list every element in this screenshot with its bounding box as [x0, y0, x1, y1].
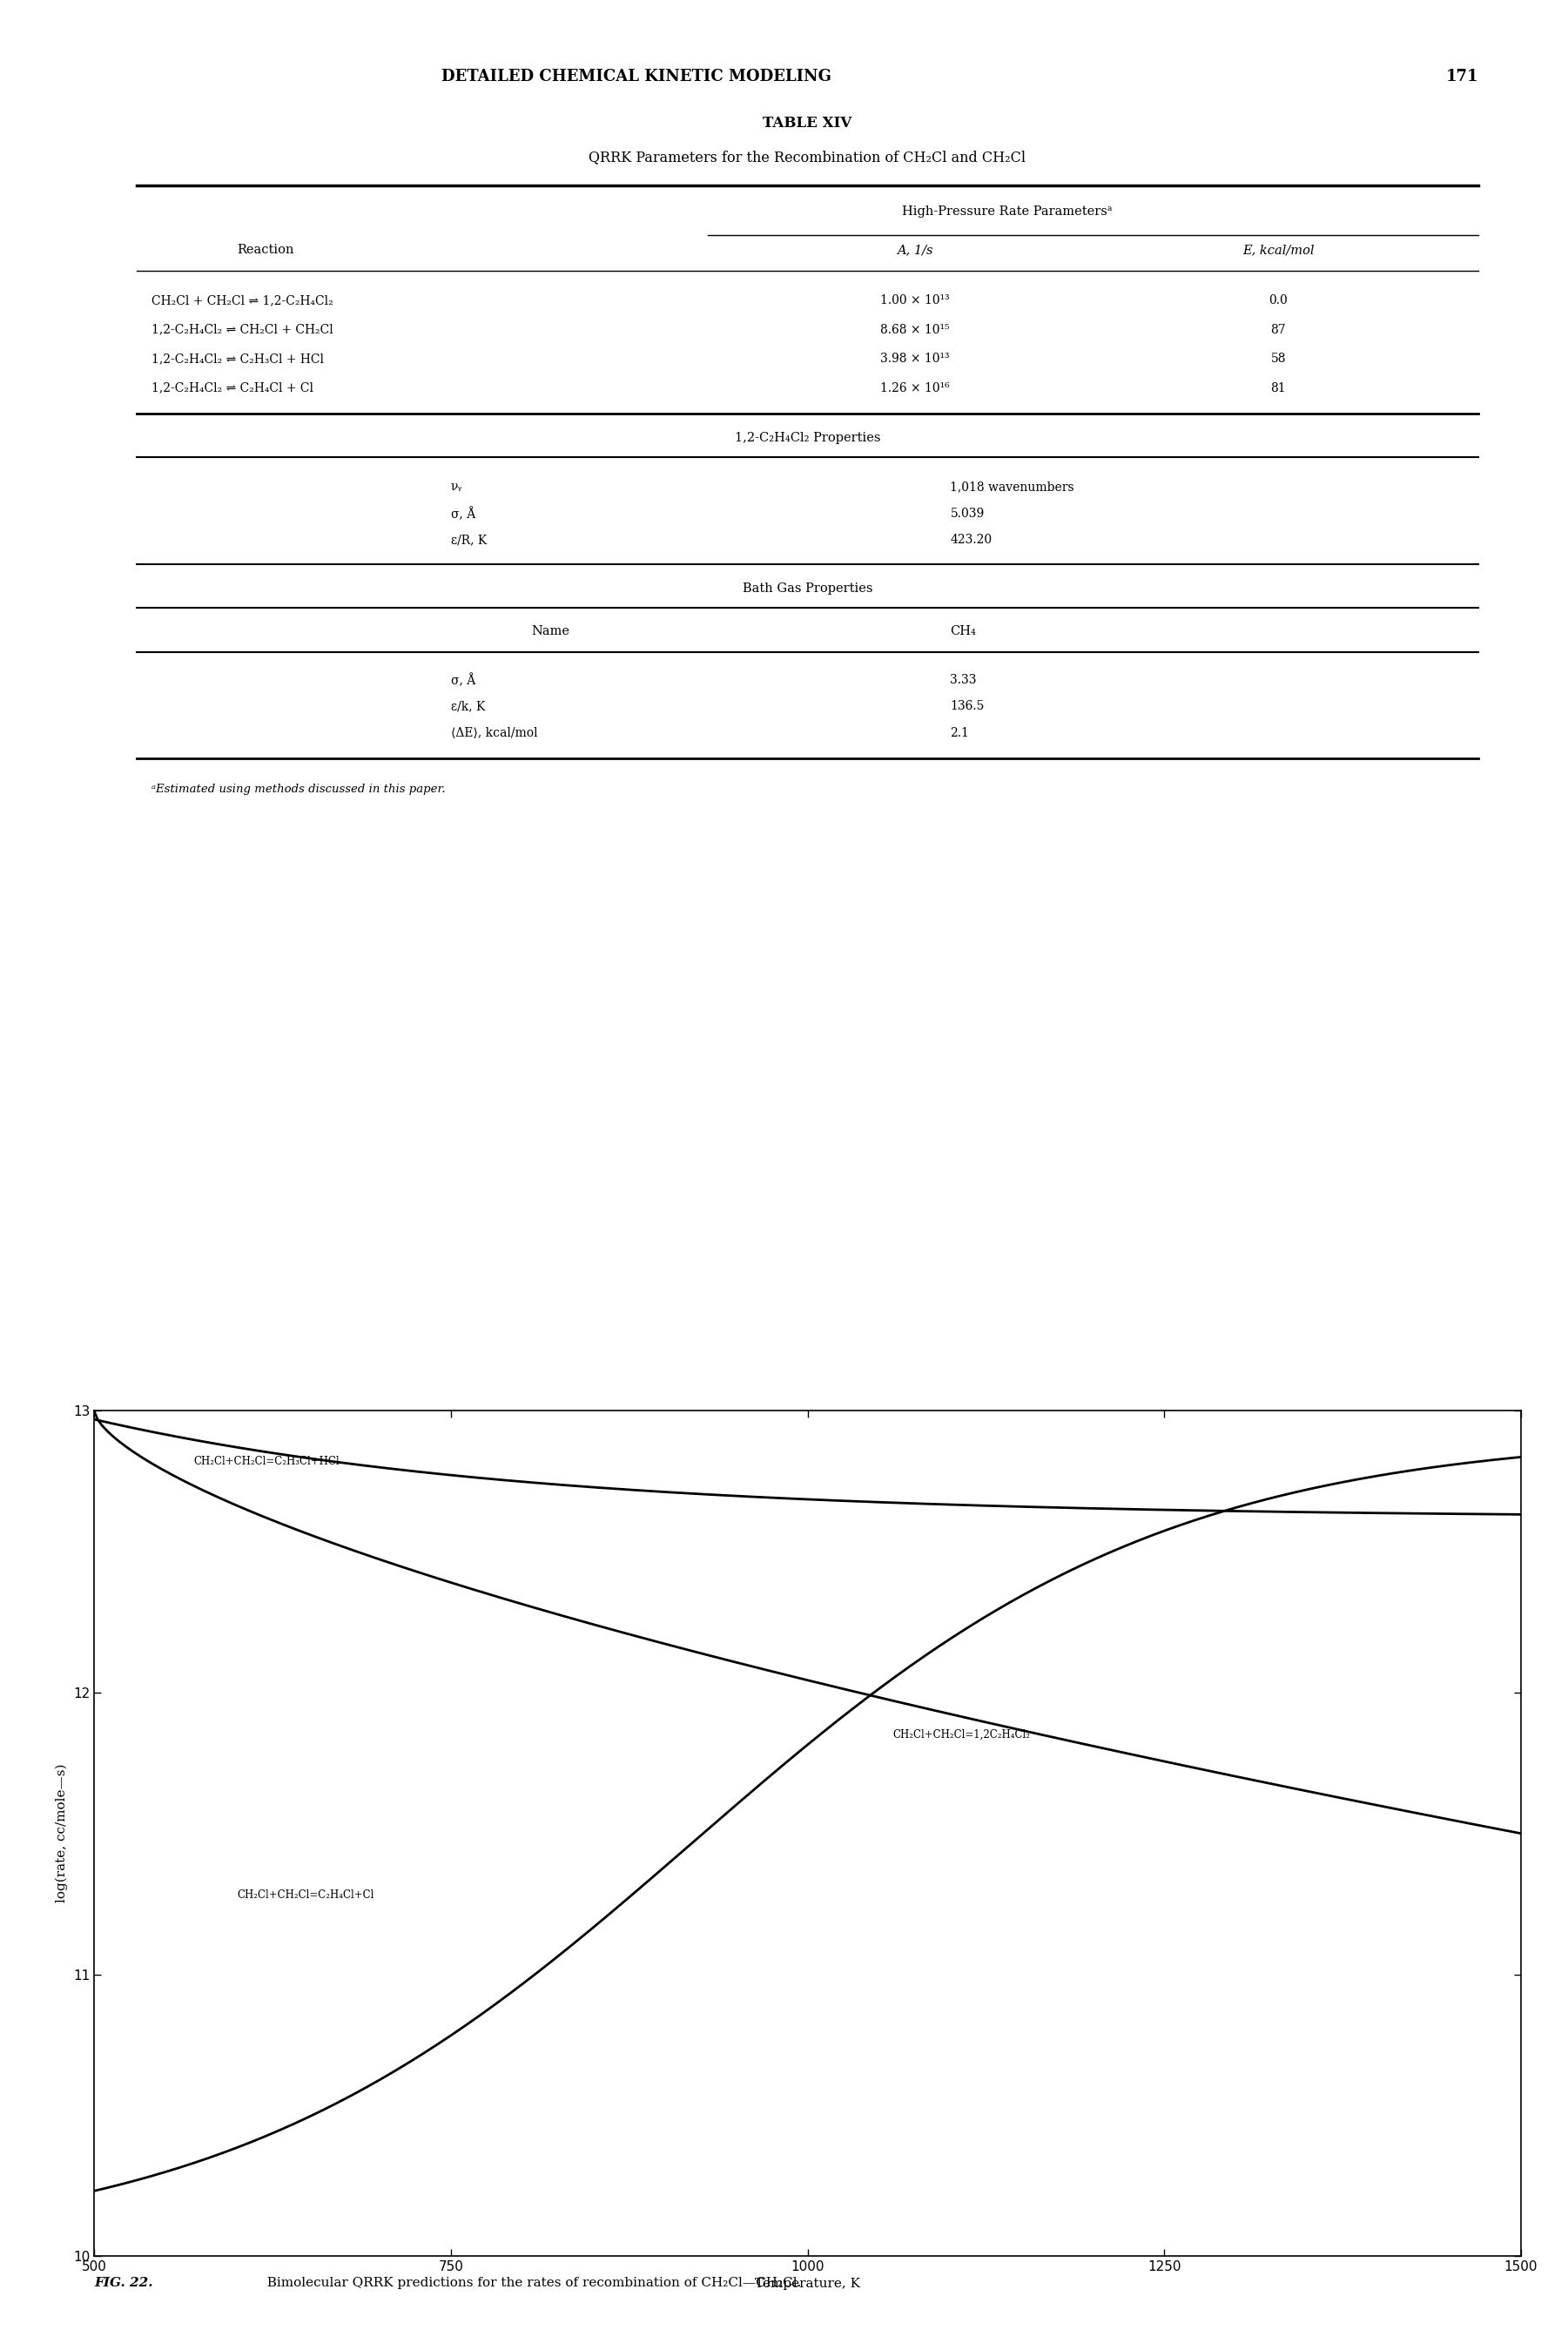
Text: 1,2-C₂H₄Cl₂ ⇌ C₂H₃Cl + HCl: 1,2-C₂H₄Cl₂ ⇌ C₂H₃Cl + HCl: [151, 352, 323, 364]
Text: ε/k, K: ε/k, K: [452, 700, 485, 712]
Text: A, 1/s: A, 1/s: [897, 244, 933, 256]
Text: High-Pressure Rate Parametersᵃ: High-Pressure Rate Parametersᵃ: [902, 207, 1112, 219]
Text: 1,2-C₂H₄Cl₂ ⇌ C₂H₄Cl + Cl: 1,2-C₂H₄Cl₂ ⇌ C₂H₄Cl + Cl: [151, 383, 314, 395]
Text: FIG. 22.: FIG. 22.: [94, 2277, 152, 2289]
Text: 423.20: 423.20: [950, 533, 993, 545]
Text: 58: 58: [1270, 352, 1286, 364]
Text: CH₂Cl+CH₂Cl=1,2C₂H₄Cl₂: CH₂Cl+CH₂Cl=1,2C₂H₄Cl₂: [894, 1730, 1030, 1741]
Text: ε/R, K: ε/R, K: [452, 533, 486, 545]
Text: σ, Å: σ, Å: [452, 674, 475, 686]
Text: 0.0: 0.0: [1269, 294, 1287, 308]
Text: σ, Å: σ, Å: [452, 508, 475, 522]
Text: Name: Name: [532, 625, 569, 637]
Text: 171: 171: [1446, 68, 1479, 85]
Text: E, kcal/mol: E, kcal/mol: [1242, 244, 1314, 256]
Text: ᵃEstimated using methods discussed in this paper.: ᵃEstimated using methods discussed in th…: [151, 785, 445, 794]
Text: QRRK Parameters for the Recombination of CH₂Cl and CH₂Cl: QRRK Parameters for the Recombination of…: [590, 150, 1025, 165]
Text: 1,2-C₂H₄Cl₂ ⇌ CH₂Cl + CH₂Cl: 1,2-C₂H₄Cl₂ ⇌ CH₂Cl + CH₂Cl: [151, 324, 332, 336]
Text: CH₂Cl+CH₂Cl=C₂H₄Cl+Cl: CH₂Cl+CH₂Cl=C₂H₄Cl+Cl: [237, 1889, 373, 1901]
Text: 81: 81: [1270, 383, 1286, 395]
Text: DETAILED CHEMICAL KINETIC MODELING: DETAILED CHEMICAL KINETIC MODELING: [441, 68, 831, 85]
Text: 136.5: 136.5: [950, 700, 985, 712]
Text: 3.98 × 10¹³: 3.98 × 10¹³: [880, 352, 949, 364]
Text: 1.26 × 10¹⁶: 1.26 × 10¹⁶: [880, 383, 949, 395]
X-axis label: Temperature, K: Temperature, K: [754, 2277, 861, 2291]
Text: 1,2-C₂H₄Cl₂ Properties: 1,2-C₂H₄Cl₂ Properties: [734, 432, 881, 444]
Text: 87: 87: [1270, 324, 1286, 336]
Text: CH₄: CH₄: [950, 625, 977, 637]
Y-axis label: log(rate, cc/mole—s): log(rate, cc/mole—s): [55, 1765, 67, 1904]
Text: νᵧ: νᵧ: [452, 482, 463, 494]
Text: ⟨ΔE⟩, kcal/mol: ⟨ΔE⟩, kcal/mol: [452, 726, 538, 738]
Text: 2.1: 2.1: [950, 726, 969, 738]
Text: 1,018 wavenumbers: 1,018 wavenumbers: [950, 482, 1074, 494]
Text: Bath Gas Properties: Bath Gas Properties: [742, 583, 873, 595]
Text: TABLE XIV: TABLE XIV: [764, 115, 851, 132]
Text: CH₂Cl+CH₂Cl=C₂H₃Cl+HCl: CH₂Cl+CH₂Cl=C₂H₃Cl+HCl: [194, 1457, 340, 1466]
Text: Reaction: Reaction: [237, 244, 293, 256]
Text: 1.00 × 10¹³: 1.00 × 10¹³: [880, 294, 949, 308]
Text: CH₂Cl + CH₂Cl ⇌ 1,2-C₂H₄Cl₂: CH₂Cl + CH₂Cl ⇌ 1,2-C₂H₄Cl₂: [151, 294, 332, 308]
Text: 8.68 × 10¹⁵: 8.68 × 10¹⁵: [880, 324, 949, 336]
Text: Bimolecular QRRK predictions for the rates of recombination of CH₂Cl—CH₂Cl.: Bimolecular QRRK predictions for the rat…: [259, 2277, 801, 2289]
Text: 5.039: 5.039: [950, 508, 985, 519]
Text: 3.33: 3.33: [950, 674, 977, 686]
